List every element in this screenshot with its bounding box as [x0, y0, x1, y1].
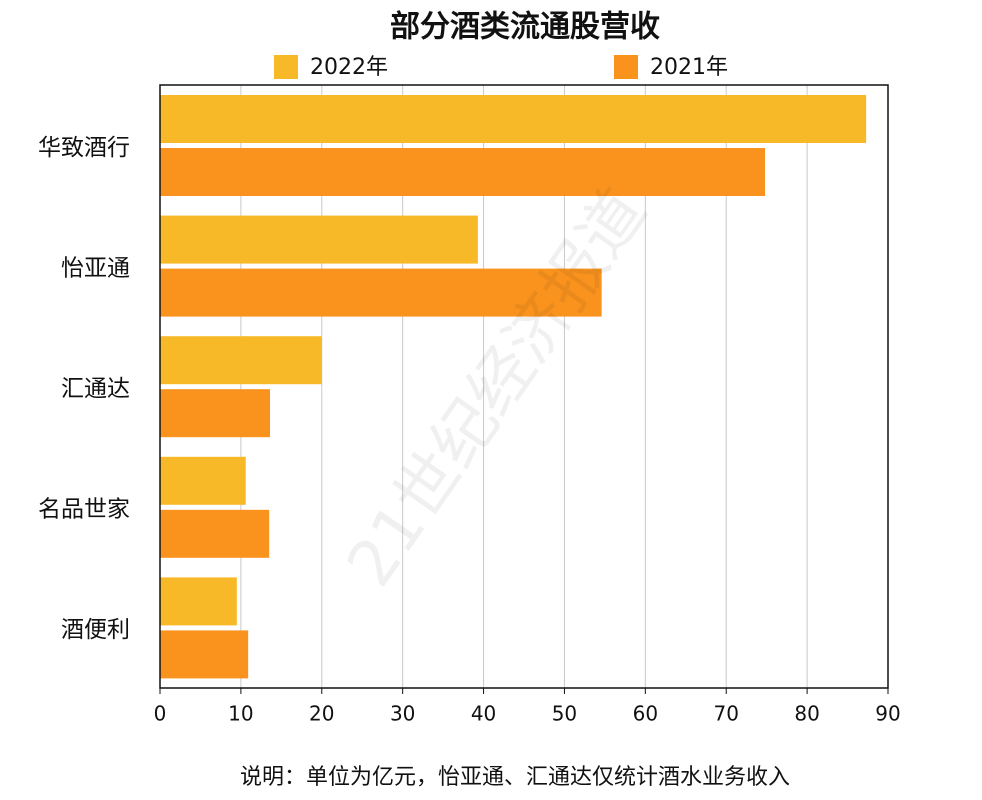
x-tick-label: 40: [471, 702, 496, 726]
x-tick-label: 0: [154, 702, 167, 726]
chart-title: 部分酒类流通股营收: [390, 10, 660, 45]
footnote: 说明：单位为亿元，怡亚通、汇通达仅统计酒水业务收入: [240, 765, 790, 790]
legend-label: 2021年: [650, 55, 728, 80]
bar: [160, 336, 322, 385]
x-tick-label: 20: [309, 702, 334, 726]
x-tick-label: 30: [390, 702, 415, 726]
bar: [160, 509, 270, 558]
bar: [160, 389, 271, 438]
bar: [160, 95, 867, 143]
x-tick-label: 10: [228, 702, 253, 726]
y-tick-label: 酒便利: [61, 617, 130, 643]
y-tick-label: 华致酒行: [38, 135, 130, 161]
bar: [160, 268, 602, 317]
x-tick-label: 60: [633, 702, 658, 726]
bar: [160, 148, 766, 196]
x-tick-label: 90: [875, 702, 900, 726]
plot-border: [159, 84, 889, 689]
x-tick-label: 70: [713, 702, 738, 726]
bar: [160, 215, 478, 264]
y-tick-label: 名品世家: [38, 497, 130, 523]
bar: [160, 456, 246, 505]
legend-swatch: [274, 55, 298, 79]
x-tick-label: 50: [552, 702, 577, 726]
legend-label: 2022年: [310, 55, 388, 80]
legend-swatch: [614, 55, 638, 79]
bar: [160, 577, 237, 626]
x-tick-label: 80: [794, 702, 819, 726]
y-tick-label: 汇通达: [61, 376, 130, 402]
bar: [160, 630, 249, 679]
y-tick-label: 怡亚通: [61, 255, 130, 281]
